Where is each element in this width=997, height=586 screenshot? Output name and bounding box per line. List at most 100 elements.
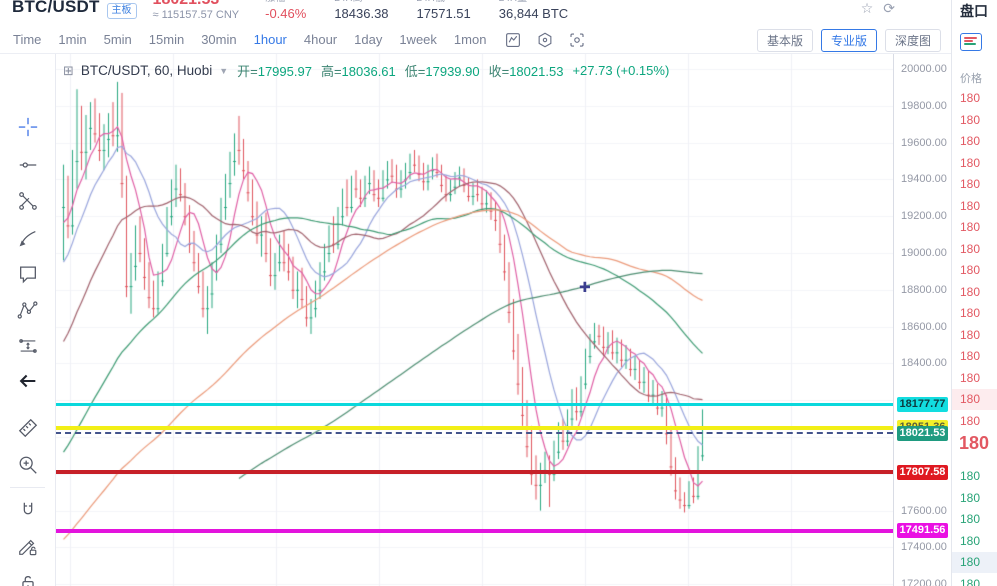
tool-crosshair-button[interactable]	[17, 116, 39, 138]
orderbook-ask-row[interactable]: 180	[960, 263, 981, 277]
orderbook-ask-row[interactable]: 180	[952, 389, 997, 410]
high-label: 高=	[320, 64, 342, 79]
price-axis[interactable]: 20000.00 19800.00 19600.00 19400.00 19200.00…	[893, 53, 952, 586]
interval-1week[interactable]: 1week	[399, 32, 437, 47]
orderbook-ask-row[interactable]: 180	[960, 241, 981, 256]
orderbook-title: 盘口	[960, 3, 988, 19]
orderbook-ask-row[interactable]: 180	[960, 112, 981, 127]
interval-1day[interactable]: 1day	[354, 32, 383, 47]
tool-pitchfork-button[interactable]	[17, 190, 39, 212]
orderbook-bid-row[interactable]: 180	[960, 469, 981, 483]
interval-15min[interactable]: 15min	[148, 32, 185, 47]
orderbook-ask-row[interactable]: 180	[960, 134, 981, 148]
orderbook-ask-row[interactable]: 180	[960, 370, 981, 385]
orderbook-bid-row[interactable]: 180	[960, 533, 981, 548]
high-value: 18036.61	[341, 64, 396, 79]
indicators-icon[interactable]	[536, 31, 554, 49]
back-arrow-icon	[19, 374, 36, 388]
axis-tick-label: 17600.00	[901, 504, 947, 517]
tool-text-note-button[interactable]	[17, 263, 39, 285]
orderbook-ask-row[interactable]: 180	[960, 284, 981, 299]
tool-xabcd-pattern-button[interactable]	[17, 299, 39, 321]
orderbook-ask-row[interactable]: 180	[960, 349, 981, 363]
orderbook-display-mode-icon[interactable]	[960, 33, 982, 51]
orderbook-ask-row[interactable]: 180	[960, 177, 981, 191]
interval-selector: Time 1min 5min 15min 30min 1hour 4hour 1day 1wee…	[0, 32, 486, 47]
close-value: 18021.53	[509, 64, 564, 79]
stat-24h-low: 24H低 17571.51	[416, 0, 471, 21]
view-button-专业版[interactable]: 专业版	[820, 29, 877, 52]
price-level-line-18051.36[interactable]	[55, 425, 893, 430]
long-position-icon	[19, 339, 37, 353]
price-level-line-17491.56[interactable]	[55, 528, 893, 533]
axis-tick-label: 19600.00	[901, 136, 947, 149]
comment-icon	[20, 266, 36, 284]
open-label: 开=	[237, 64, 258, 79]
tool-long-position-button[interactable]	[17, 335, 39, 357]
axis-tick-label: 19000.00	[901, 247, 947, 259]
chart-style-icon[interactable]	[504, 31, 522, 49]
orderbook-ask-row[interactable]: 180	[960, 220, 981, 234]
stat-24h-volume: 24H量 36,844 BTC	[498, 0, 569, 21]
orderbook-ask-row[interactable]: 180	[960, 198, 981, 213]
series-title[interactable]: BTC/USDT, 60, Huobi	[80, 63, 213, 78]
axis-tick-label: 19400.00	[901, 173, 947, 186]
chart-area[interactable]: ✚ ⊞ BTC/USDT, 60, Huobi ▼ 开=17995.97 高=1…	[55, 53, 893, 586]
lock-drawings-button[interactable]	[17, 572, 39, 586]
orderbook-ask-row[interactable]: 180	[960, 413, 981, 428]
trend-line-icon	[19, 162, 37, 168]
ruler-icon	[18, 418, 38, 438]
symbol-title: BTC/USDT	[12, 0, 100, 16]
price-level-line-18177.77[interactable]	[55, 402, 893, 406]
axis-tick-label: 20000.00	[901, 63, 947, 75]
tool-trend-line-button[interactable]	[17, 154, 39, 176]
interval-4hour[interactable]: 4hour	[303, 32, 338, 47]
crosshair-marker: ✚	[579, 279, 591, 295]
interval-5min[interactable]: 5min	[103, 32, 132, 47]
interval-1mon[interactable]: 1mon	[453, 32, 487, 47]
zoom-in-icon	[19, 456, 37, 474]
tool-measure-button[interactable]	[17, 417, 39, 439]
favorite-star-icon[interactable]: ☆	[860, 0, 874, 16]
tool-zoom-in-button[interactable]	[17, 454, 39, 476]
undo-back-button[interactable]	[17, 370, 39, 392]
pitchfork-icon	[19, 192, 37, 210]
orderbook-ask-row[interactable]: 180	[960, 327, 981, 342]
price-label-badge-17807.58: 17807.58	[897, 464, 948, 480]
top-header: BTC/USDT 主板 18021.53 ≈ 115157.57 CNY 涨幅 …	[0, 0, 951, 27]
orderbook-bid-row[interactable]: 180	[952, 552, 997, 573]
low-label: 低=	[404, 64, 426, 79]
orderbook-ask-row[interactable]: 180	[960, 155, 981, 170]
view-mode-buttons: 基本版 专业版 深度图	[756, 29, 941, 52]
orderbook-price-column-header: 价格	[960, 73, 982, 85]
tool-brush-button[interactable]	[17, 227, 39, 249]
stat-24h-high: 24H高 18436.38	[334, 0, 389, 21]
candlestick-chart-canvas[interactable]	[55, 53, 893, 586]
drawing-tools-sidebar	[0, 53, 56, 586]
chevron-down-icon[interactable]: ▼	[219, 65, 229, 76]
interval-1hour[interactable]: 1hour	[253, 32, 287, 47]
axis-tick-label: 17200.00	[901, 578, 947, 586]
orderbook-ask-row[interactable]: 180	[960, 91, 981, 105]
orderbook-ask-row[interactable]: 180	[960, 306, 981, 320]
price-label-badge-18021.53: 18021.53	[897, 425, 948, 441]
orderbook-bid-row[interactable]: 180	[960, 576, 981, 586]
drawing-mode-lock-button[interactable]	[17, 536, 39, 558]
view-button-深度图[interactable]: 深度图	[884, 29, 941, 52]
orderbook-bid-row[interactable]: 180	[960, 512, 981, 526]
interval-1min[interactable]: 1min	[58, 32, 87, 47]
price-level-line-18021.53[interactable]	[55, 432, 893, 435]
view-button-基本版[interactable]: 基本版	[756, 29, 813, 52]
price-level-line-17807.58[interactable]	[55, 470, 893, 475]
change-value: +27.73 (+0.15%)	[572, 63, 670, 78]
interval-time[interactable]: Time	[13, 32, 42, 47]
price-block: 18021.53 ≈ 115157.57 CNY	[153, 0, 240, 21]
interval-30min[interactable]: 30min	[201, 32, 237, 47]
screenshot-icon[interactable]	[568, 31, 586, 49]
lock-open-icon	[22, 576, 34, 586]
magnet-mode-button[interactable]	[17, 500, 39, 522]
refresh-icon[interactable]: ⟳	[883, 0, 895, 16]
orderbook-bid-row[interactable]: 180	[960, 490, 981, 505]
toolbar-icons	[504, 31, 586, 49]
